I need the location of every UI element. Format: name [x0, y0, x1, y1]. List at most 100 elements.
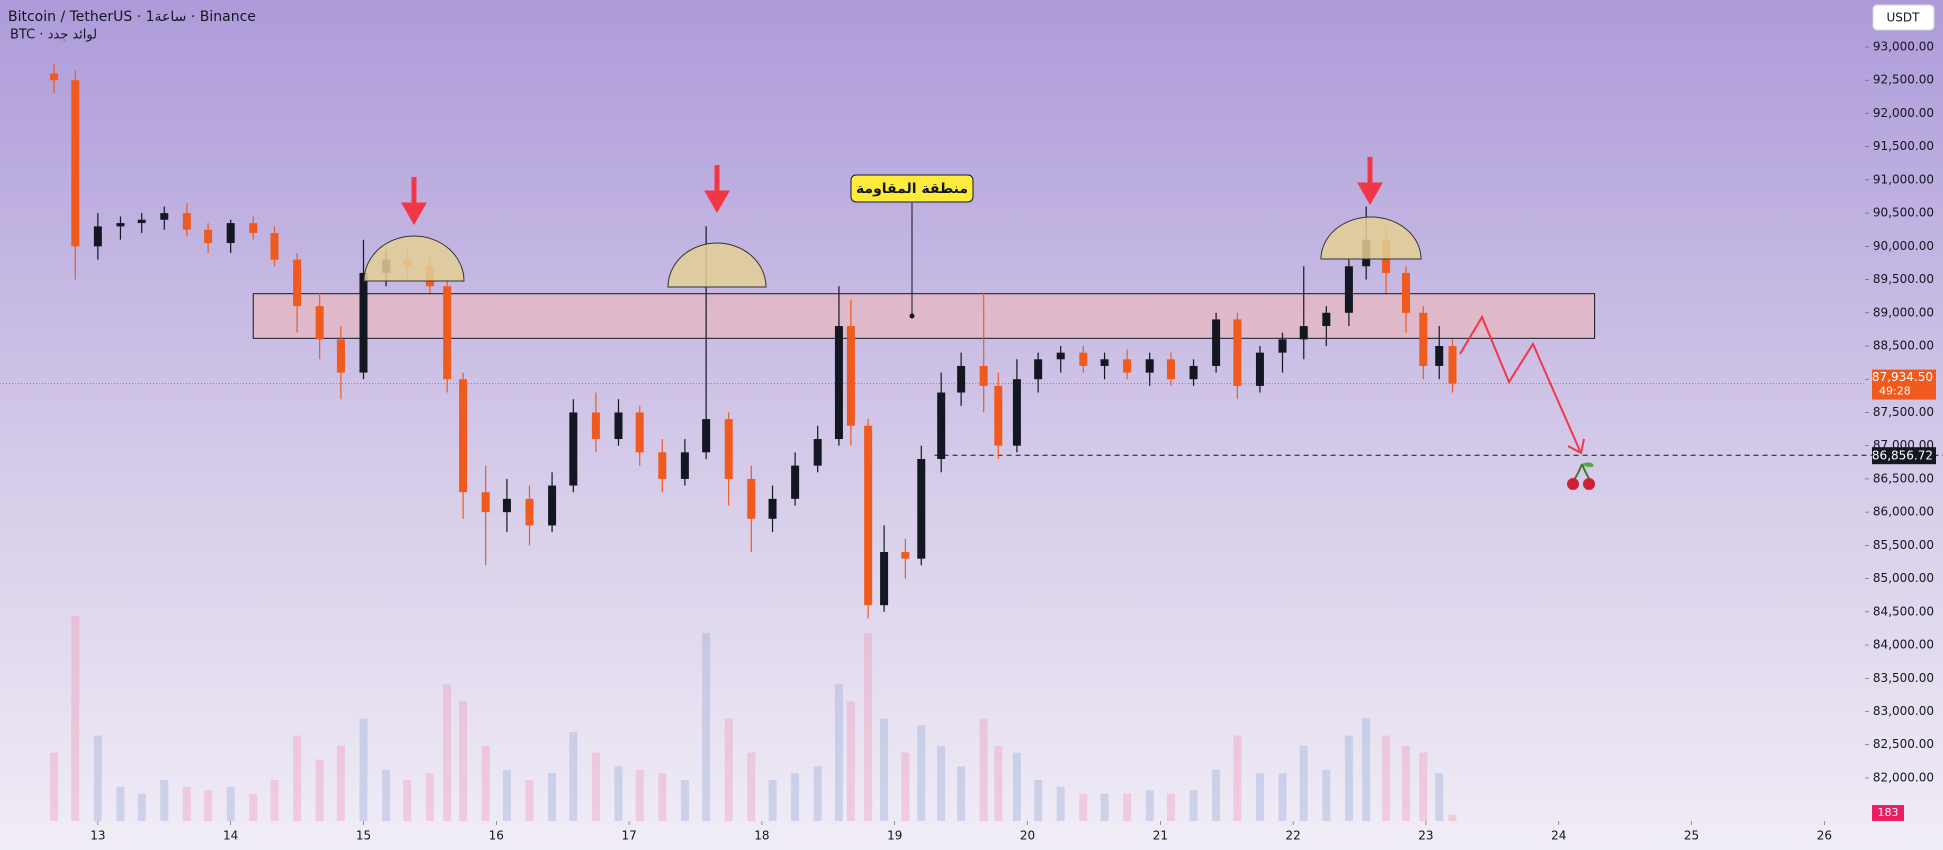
volume-bar — [1189, 790, 1198, 821]
candle-body — [502, 498, 511, 513]
candle-body — [1299, 326, 1308, 340]
x-tick-label: 18 — [754, 829, 769, 843]
candle-body — [569, 412, 578, 486]
volume-bar — [137, 793, 146, 821]
cherry-fruit — [1583, 478, 1595, 490]
y-tick-label: 82,500.00 — [1873, 737, 1934, 751]
candle-body — [1278, 339, 1287, 353]
volume-bar — [548, 773, 557, 821]
volume-bar — [994, 745, 1003, 821]
y-tick-label: 86,500.00 — [1873, 471, 1934, 485]
candle-body — [1233, 319, 1242, 386]
x-tick-label: 26 — [1817, 829, 1832, 843]
volume-bar — [1255, 773, 1264, 821]
candle-body — [137, 219, 146, 224]
volume-bar — [846, 701, 855, 821]
volume-bar — [569, 732, 578, 821]
volume-bar — [1402, 745, 1411, 821]
volume-bar — [160, 780, 169, 821]
candle-body — [1012, 379, 1021, 446]
candle-body — [1212, 319, 1221, 366]
last-price-label: 87,934.50 — [1872, 370, 1933, 384]
candle-body — [834, 326, 843, 440]
volume-bar — [747, 752, 756, 821]
y-tick-label: 87,500.00 — [1873, 405, 1934, 419]
candle-body — [525, 498, 534, 526]
candle-body — [1056, 352, 1065, 360]
x-tick-label: 16 — [489, 829, 504, 843]
volume-bar — [901, 752, 910, 821]
x-tick-label: 17 — [621, 829, 636, 843]
candle-body — [336, 339, 345, 373]
x-tick-label: 14 — [223, 829, 238, 843]
target-label: 86,856.72 — [1872, 449, 1933, 463]
volume-bar — [1435, 773, 1444, 821]
arrow-head — [1357, 182, 1383, 206]
volume-bar — [1100, 793, 1109, 821]
currency-button[interactable] — [1872, 4, 1935, 31]
volume-bar — [315, 759, 324, 821]
candle-body — [702, 419, 711, 453]
volume-layer — [50, 616, 1457, 821]
volume-bar — [249, 793, 258, 821]
y-tick-label: 91,500.00 — [1873, 139, 1934, 153]
callout-dot — [909, 313, 915, 319]
candle-body — [917, 458, 926, 559]
arch — [1320, 216, 1422, 260]
candle-body — [768, 498, 777, 519]
candle-body — [204, 229, 213, 244]
candle-body — [293, 259, 302, 307]
volume-bar — [270, 780, 279, 821]
arrow-head — [401, 202, 427, 226]
volume-bar — [93, 735, 102, 821]
candle-body — [591, 412, 600, 440]
volume-bar — [1233, 735, 1242, 821]
volume-bar — [724, 718, 733, 821]
x-tick-label: 23 — [1418, 829, 1433, 843]
candle-body — [813, 439, 822, 466]
cherry — [1567, 462, 1595, 490]
candle-body — [614, 412, 623, 440]
volume-bar — [336, 745, 345, 821]
red-arrows — [401, 157, 1383, 226]
candle-body — [182, 213, 191, 230]
volume-bar — [813, 766, 822, 821]
candle-body — [680, 452, 689, 479]
candle-body — [71, 80, 80, 247]
callout-box — [850, 174, 974, 203]
candle-body — [724, 419, 733, 479]
candle-body — [658, 452, 667, 479]
volume-label: 183 — [1878, 806, 1899, 819]
y-tick-label: 91,000.00 — [1873, 172, 1934, 186]
volume-bar — [864, 633, 873, 821]
candle-body — [1123, 359, 1132, 373]
y-tick-label: 92,500.00 — [1873, 73, 1934, 87]
volume-badge — [1872, 805, 1904, 821]
volume-bar — [1145, 790, 1154, 821]
y-tick-label: 93,000.00 — [1873, 39, 1934, 53]
target-badge — [1872, 447, 1936, 465]
y-tick-label: 90,000.00 — [1873, 239, 1934, 253]
candle-body — [864, 425, 873, 606]
candle-body — [160, 213, 169, 220]
volume-bar — [1344, 735, 1353, 821]
currency-label[interactable]: USDT — [1887, 11, 1921, 25]
volume-bar — [1012, 752, 1021, 821]
arch — [363, 235, 465, 282]
volume-bar — [937, 745, 946, 821]
candle-body — [116, 223, 125, 227]
candle-body — [1448, 346, 1457, 384]
candle-body — [846, 326, 855, 426]
y-tick-label: 88,500.00 — [1873, 339, 1934, 353]
candle-body — [1166, 359, 1175, 380]
volume-bar — [459, 701, 468, 821]
x-tick-label: 21 — [1153, 829, 1168, 843]
volume-bar — [1299, 745, 1308, 821]
volume-bar — [182, 786, 191, 821]
y-tick-label: 82,000.00 — [1873, 770, 1934, 784]
volume-bar — [116, 786, 125, 821]
y-tick-label: 85,500.00 — [1873, 538, 1934, 552]
candle-body — [880, 552, 889, 606]
candle-body — [901, 552, 910, 559]
